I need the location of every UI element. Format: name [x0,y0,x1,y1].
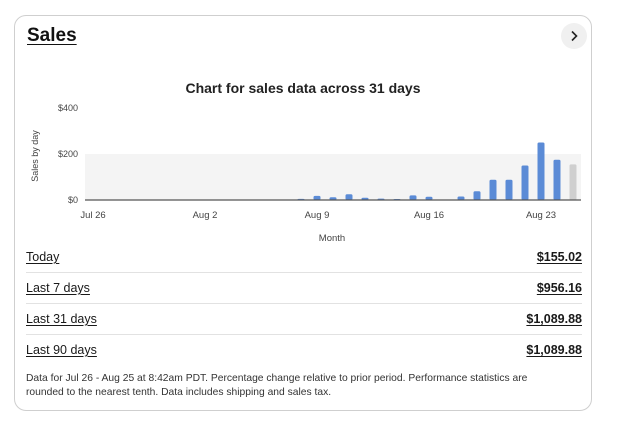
summary-row-90-days: Last 90 days $1,089.88 [26,335,582,365]
bar-aug-25 [569,164,577,200]
sales-title-link[interactable]: Sales [27,25,77,46]
x-axis-title: Month [319,233,345,244]
bar-aug-23 [537,142,545,200]
bar-aug-18 [457,196,465,200]
y-axis-title: Sales by day [30,130,40,182]
sales-bar-chart: $0 $200 $400 Sales by day Jul 26 Aug 2 Aug 9 Au… [30,103,581,244]
chart-band [85,154,581,200]
bar-aug-15 [409,195,417,200]
bar-aug-19 [473,191,481,200]
bar-aug-21 [505,179,513,200]
x-tick-label: Aug 9 [305,210,330,221]
x-tick-label: Jul 26 [80,210,105,221]
summary-row-7-days: Last 7 days $956.16 [26,273,582,304]
bar-aug-16 [425,196,433,200]
open-sales-button[interactable] [561,23,587,49]
sales-card: Sales Chart for sales data across 31 day… [14,15,592,411]
summary-value-7-days: $956.16 [536,281,582,295]
x-tick-label: Aug 16 [414,210,444,221]
summary-label-7-days[interactable]: Last 7 days [26,281,90,295]
chart-title: Chart for sales data across 31 days [185,80,421,96]
summary-label-31-days[interactable]: Last 31 days [26,312,97,326]
summary-label-today[interactable]: Today [26,250,60,264]
summary-value-31-days: $1,089.88 [526,312,582,326]
y-tick-label: $0 [68,195,78,205]
summary-row-today: Today $155.02 [26,242,582,273]
x-tick-label: Aug 23 [526,210,556,221]
sales-summary: Today $155.02 Last 7 days $956.16 Last 3… [26,242,582,365]
bar-aug-9 [313,195,321,200]
footnote: Data for Jul 26 - Aug 25 at 8:42am PDT. … [26,373,528,398]
bar-aug-20 [489,179,497,200]
y-tick-label: $200 [58,149,78,159]
chevron-right-icon [571,30,578,42]
y-tick-label: $400 [58,103,78,113]
bar-aug-22 [521,165,529,200]
bar-aug-24 [553,159,561,200]
summary-label-90-days[interactable]: Last 90 days [26,343,97,357]
x-tick-label: Aug 2 [193,210,218,221]
bar-aug-10 [329,197,337,200]
summary-row-31-days: Last 31 days $1,089.88 [26,304,582,335]
summary-value-today: $155.02 [536,250,582,264]
summary-value-90-days: $1,089.88 [526,343,582,357]
bar-aug-11 [345,194,353,200]
